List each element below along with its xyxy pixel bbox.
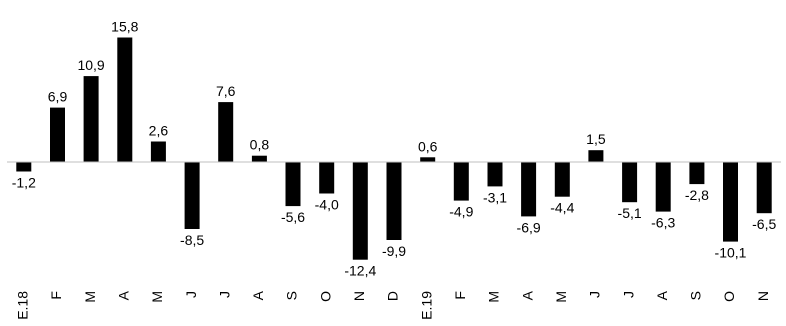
category-label-5: J — [183, 291, 199, 298]
bar-7 — [251, 155, 267, 162]
bar-17 — [588, 150, 604, 162]
category-label-9: O — [317, 291, 333, 302]
bar-5 — [184, 162, 200, 229]
category-label-0: E.18 — [15, 291, 31, 320]
category-label-1: F — [48, 291, 64, 300]
category-label-19: A — [654, 290, 670, 300]
value-label-1: 6,9 — [48, 89, 68, 105]
value-label-12: 0,6 — [418, 138, 438, 154]
value-label-9: -4,0 — [315, 197, 339, 213]
value-label-5: -8,5 — [180, 232, 204, 248]
category-label-11: D — [385, 291, 401, 301]
category-labels-group: E.18 F M A M J J A S O N D E.19 F M A M J J A S O N — [15, 290, 771, 319]
bar-18 — [622, 162, 638, 203]
bar-19 — [655, 162, 671, 212]
bar-3 — [117, 37, 133, 162]
value-label-16: -4,4 — [550, 200, 574, 216]
bar-2 — [83, 76, 99, 162]
value-label-10: -12,4 — [344, 263, 376, 279]
category-label-13: F — [452, 291, 468, 300]
value-label-17: 1,5 — [586, 131, 606, 147]
bar-11 — [386, 162, 402, 240]
bar-8 — [285, 162, 301, 207]
category-label-14: M — [486, 291, 502, 303]
value-label-21: -10,1 — [715, 245, 747, 261]
value-label-13: -4,9 — [449, 204, 473, 220]
category-label-22: N — [755, 291, 771, 301]
value-label-18: -5,1 — [618, 205, 642, 221]
category-label-21: O — [721, 291, 737, 302]
value-labels-group: -1,2 6,9 10,9 15,8 2,6 -8,5 7,6 0,8 -5,6 -4,0 -12,… — [12, 19, 777, 279]
category-label-2: M — [82, 291, 98, 303]
bar-1 — [50, 107, 65, 162]
value-label-4: 2,6 — [149, 123, 169, 139]
value-label-0: -1,2 — [12, 175, 36, 191]
category-label-4: M — [149, 291, 165, 303]
bar-22 — [756, 162, 772, 214]
bars-group — [16, 37, 772, 260]
bar-0 — [16, 162, 32, 172]
bar-9 — [319, 162, 335, 194]
category-label-12: E.19 — [418, 291, 434, 320]
value-label-11: -9,9 — [382, 243, 406, 259]
value-label-22: -6,5 — [752, 216, 776, 232]
category-label-3: A — [116, 290, 132, 300]
bar-21 — [723, 162, 738, 242]
value-label-20: -2,8 — [685, 187, 709, 203]
value-label-19: -6,3 — [651, 215, 675, 231]
category-label-8: S — [284, 291, 300, 300]
category-label-15: A — [519, 290, 535, 300]
bar-14 — [487, 162, 503, 187]
category-label-7: A — [250, 290, 266, 300]
category-label-16: M — [553, 291, 569, 303]
value-label-7: 0,8 — [250, 137, 270, 153]
bar-6 — [218, 102, 234, 162]
bar-16 — [554, 162, 570, 197]
category-label-10: N — [351, 291, 367, 301]
bar-10 — [352, 162, 368, 260]
bar-4 — [150, 141, 166, 162]
category-label-20: S — [688, 291, 704, 300]
bar-20 — [689, 162, 705, 185]
bar-13 — [453, 162, 469, 201]
bar-15 — [521, 162, 537, 217]
value-label-6: 7,6 — [216, 83, 236, 99]
category-label-17: J — [587, 291, 603, 298]
category-label-18: J — [620, 291, 636, 298]
value-label-15: -6,9 — [517, 219, 541, 235]
value-label-3: 15,8 — [111, 19, 138, 35]
bar-12 — [420, 157, 436, 162]
value-label-2: 10,9 — [77, 57, 104, 73]
value-label-8: -5,6 — [281, 209, 305, 225]
category-label-6: J — [216, 291, 232, 298]
value-label-14: -3,1 — [483, 189, 507, 205]
